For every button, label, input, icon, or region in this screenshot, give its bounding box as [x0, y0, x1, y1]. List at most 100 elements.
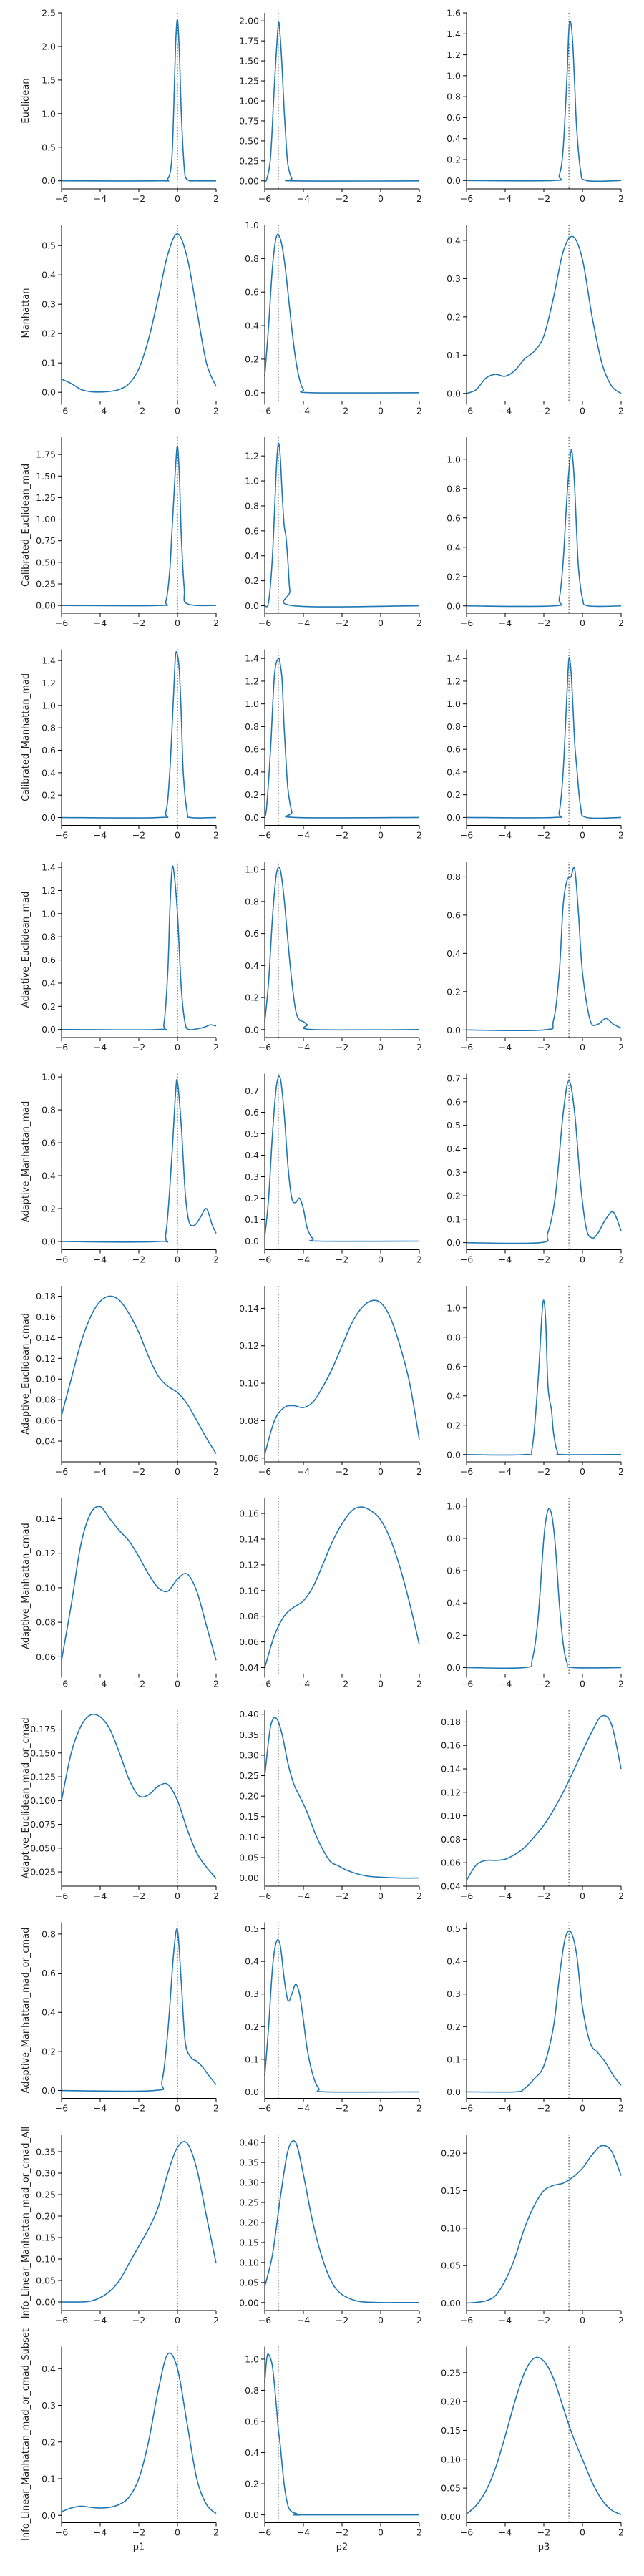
y-tick: 0.1: [245, 2054, 265, 2064]
density-curve: [467, 21, 621, 181]
y-tick-label: 1.50: [239, 56, 259, 67]
x-tick-label: −4: [499, 1042, 512, 1053]
x-tick: −2: [132, 401, 145, 416]
x-tick: 2: [618, 826, 624, 841]
y-tick: 0.08: [441, 1834, 467, 1845]
x-tick: −4: [94, 613, 107, 628]
y-tick: 0.12: [36, 1548, 62, 1558]
x-tick-label: 2: [618, 618, 624, 628]
y-tick-label: 0.20: [441, 2396, 461, 2407]
panel-r3-c2: −6−4−2020.00.20.40.60.81.01.21.4: [447, 650, 624, 841]
panel-r3-c0: −6−4−2020.00.20.40.60.81.01.21.4: [42, 650, 219, 841]
x-tick: 0: [580, 1674, 585, 1689]
x-tick: −4: [94, 1250, 107, 1265]
y-tick: 0.2: [447, 311, 467, 322]
y-tick: 0.20: [36, 2211, 62, 2222]
y-tick-label: 0.50: [36, 557, 56, 567]
panel-r10-c1: −6−4−2020.000.050.100.150.200.250.300.35…: [239, 2135, 422, 2326]
y-tick: 0.3: [447, 1167, 467, 1178]
x-tick: 0: [175, 2099, 180, 2114]
density-curve: [62, 19, 216, 181]
x-tick: −6: [460, 401, 473, 416]
y-tick: 1.75: [36, 449, 62, 460]
x-tick-label: −4: [499, 1679, 512, 1689]
x-tick: 2: [213, 2311, 219, 2326]
y-tick-label: 0.6: [42, 1968, 56, 1979]
y-tick: 1.0: [447, 698, 467, 709]
row-label-2: Calibrated_Euclidean_mad: [21, 464, 31, 587]
row-label-9: Adaptive_Manhattan_mad_or_cmad: [21, 1928, 31, 2094]
y-tick-label: 0.1: [447, 350, 461, 361]
density-curve: [467, 2357, 621, 2514]
x-tick-label: −6: [258, 193, 271, 204]
panel-r9-c2: −6−4−2020.00.10.20.30.40.5: [447, 1923, 624, 2114]
x-tick: −4: [499, 189, 512, 204]
y-tick: 1.4: [42, 655, 62, 666]
y-tick-label: 0.2: [447, 155, 461, 165]
y-tick-label: 0.0: [42, 1024, 56, 1035]
x-tick-label: −6: [258, 1890, 271, 1901]
y-tick: 2.5: [42, 8, 62, 19]
y-tick-label: 0.4: [447, 542, 461, 552]
panel-r7-c1: −6−4−2020.040.060.080.100.120.140.16: [239, 1498, 422, 1689]
y-tick-label: 0.4: [42, 2007, 56, 2018]
y-tick: 0.2: [245, 575, 265, 586]
density-curve: [62, 234, 216, 392]
y-tick: 0.08: [239, 1415, 265, 1426]
y-tick: 0.06: [239, 1636, 265, 1647]
y-tick-label: 0.14: [239, 1303, 259, 1314]
y-tick: 0.4: [245, 1150, 265, 1161]
y-tick-label: 0.0: [42, 2085, 56, 2096]
y-tick: 0.30: [239, 1750, 265, 1760]
x-tick-label: 2: [213, 1254, 219, 1265]
x-tick: 0: [175, 401, 180, 416]
x-tick: −4: [297, 2099, 310, 2114]
y-tick: 0.2: [447, 571, 467, 582]
y-tick-label: 0.4: [447, 1956, 461, 1967]
y-tick: 0.4: [42, 270, 62, 280]
y-tick-label: 0.3: [447, 273, 461, 284]
y-tick: 0.20: [441, 2148, 467, 2159]
y-tick-label: 0.15: [239, 1811, 259, 1822]
x-tick: −2: [537, 2311, 550, 2326]
x-tick: −2: [132, 2311, 145, 2326]
y-tick: 0.4: [447, 235, 467, 245]
x-tick: −6: [55, 2523, 68, 2538]
y-tick: 0.150: [30, 1747, 62, 1758]
x-tick-label: 2: [213, 1679, 219, 1689]
y-tick: 0.00: [441, 2298, 467, 2308]
x-tick-label: −4: [297, 1679, 310, 1689]
x-tick-label: 2: [618, 193, 624, 204]
x-tick-label: −6: [55, 1890, 68, 1901]
y-tick-label: 1.75: [36, 449, 56, 460]
y-tick-label: 0.4: [447, 766, 461, 777]
x-tick: −4: [499, 1462, 512, 1477]
y-tick-label: 0.6: [245, 928, 259, 939]
y-tick-label: 0.2: [245, 1193, 259, 1204]
x-tick-label: 2: [416, 618, 422, 628]
x-tick-label: −2: [537, 2527, 550, 2538]
density-curve: [265, 1718, 419, 1878]
y-tick-label: 0.0: [447, 1237, 461, 1248]
y-tick: 0.0: [42, 2085, 62, 2096]
x-tick: −4: [94, 1038, 107, 1053]
x-tick: −6: [55, 1038, 68, 1053]
x-tick-label: 2: [618, 2103, 624, 2114]
x-tick-label: 0: [175, 2103, 180, 2114]
x-tick-label: 2: [213, 2315, 219, 2326]
y-tick-label: 0.0: [245, 812, 259, 823]
x-tick-label: 2: [213, 193, 219, 204]
x-tick-label: 2: [618, 1042, 624, 1053]
y-tick: 0.8: [447, 721, 467, 732]
y-tick-label: 0.125: [30, 1772, 56, 1782]
y-tick-label: 0.2: [42, 1204, 56, 1214]
density-curve: [467, 2145, 621, 2303]
y-tick: 0.025: [30, 1867, 62, 1878]
y-tick-label: 0.12: [36, 1353, 56, 1364]
y-tick-label: 0.2: [447, 1630, 461, 1641]
y-tick-label: 0.2: [42, 2046, 56, 2057]
y-tick: 0.2: [447, 1420, 467, 1430]
y-tick: 0.6: [245, 2416, 265, 2426]
x-tick: 0: [580, 1886, 585, 1901]
y-tick-label: 0.40: [239, 1709, 259, 1719]
